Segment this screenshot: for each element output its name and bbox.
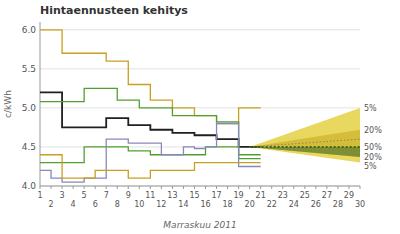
y-tick-label: 5.5: [22, 64, 36, 74]
x-tick: [95, 186, 96, 189]
plot-area: [40, 30, 360, 182]
x-tick: [84, 186, 85, 189]
x-tick: [51, 186, 52, 189]
x-tick: [337, 186, 338, 189]
fan-label: 20%: [364, 153, 382, 162]
x-tick-label: 13: [167, 191, 177, 200]
x-tick-label: 21: [256, 191, 266, 200]
x-tick-label: 26: [311, 200, 321, 209]
x-tick-label: 28: [333, 200, 343, 209]
x-tick-label: 17: [211, 191, 221, 200]
x-tick-label: 4: [71, 200, 76, 209]
x-tick: [360, 186, 361, 189]
fan-band: [250, 147, 360, 157]
x-tick-label: 2: [48, 200, 53, 209]
x-tick: [183, 186, 184, 189]
x-tick-label: 6: [93, 200, 98, 209]
grid-line: [40, 29, 360, 30]
title: Hintaennusteen kehitys: [40, 4, 188, 17]
fan-label: 5%: [364, 104, 377, 113]
series-line: [40, 88, 261, 154]
series-line: [40, 155, 261, 178]
x-tick: [106, 186, 107, 189]
x-tick: [326, 186, 327, 189]
x-tick-label: 9: [126, 191, 131, 200]
x-tick-label: 23: [278, 191, 288, 200]
x-tick: [205, 186, 206, 189]
x-tick: [216, 186, 217, 189]
series-line: [40, 92, 261, 147]
y-tick-label: 4.5: [22, 142, 36, 152]
x-axis-line: [40, 186, 360, 187]
x-tick: [348, 186, 349, 189]
fan-label: 50%: [364, 143, 382, 152]
x-tick-label: 1: [37, 191, 42, 200]
chart: Hintaennusteen kehitys4.04.55.05.56.0123…: [0, 0, 400, 234]
x-tick-label: 14: [178, 200, 188, 209]
x-tick-label: 29: [344, 191, 354, 200]
x-tick-label: 12: [156, 200, 166, 209]
x-tick-label: 22: [267, 200, 277, 209]
x-tick-label: 20: [245, 200, 255, 209]
x-tick-label: 19: [234, 191, 244, 200]
y-axis-line: [40, 22, 41, 186]
x-tick: [293, 186, 294, 189]
x-tick-label: 15: [189, 191, 199, 200]
y-tick-label: 4.0: [22, 181, 37, 191]
x-tick-label: 27: [322, 191, 332, 200]
series-line: [40, 147, 261, 163]
x-tick: [62, 186, 63, 189]
x-tick: [150, 186, 151, 189]
x-tick-label: 10: [134, 200, 144, 209]
x-tick-label: 3: [60, 191, 65, 200]
grid-line: [40, 68, 360, 69]
x-tick: [172, 186, 173, 189]
x-tick: [117, 186, 118, 189]
x-tick: [260, 186, 261, 189]
x-tick: [282, 186, 283, 189]
y-axis-label: c/kWh: [3, 90, 13, 118]
fan-label: 20%: [364, 126, 382, 135]
dotted-line: [250, 139, 360, 147]
x-tick: [271, 186, 272, 189]
x-tick-label: 5: [82, 191, 87, 200]
series-line: [40, 30, 261, 124]
median-line: [250, 146, 360, 148]
x-tick: [161, 186, 162, 189]
x-tick: [238, 186, 239, 189]
fan-label: 5%: [364, 162, 377, 171]
x-tick: [73, 186, 74, 189]
x-tick: [227, 186, 228, 189]
dotted-line: [250, 147, 360, 152]
x-tick-label: 25: [300, 191, 310, 200]
x-tick-label: 16: [200, 200, 210, 209]
x-tick: [194, 186, 195, 189]
x-tick-label: 18: [222, 200, 232, 209]
x-tick-label: 8: [115, 200, 120, 209]
x-tick: [40, 186, 41, 189]
series-line: [40, 124, 261, 183]
x-tick-label: 7: [104, 191, 109, 200]
x-tick: [315, 186, 316, 189]
x-tick: [249, 186, 250, 189]
x-tick-label: 11: [145, 191, 155, 200]
x-tick: [128, 186, 129, 189]
x-axis-label: Marraskuu 2011: [163, 220, 236, 230]
grid-line: [40, 107, 360, 108]
y-tick-label: 5.0: [22, 103, 37, 113]
y-tick-label: 6.0: [22, 25, 37, 35]
fan-band: [250, 130, 360, 157]
x-tick: [139, 186, 140, 189]
x-tick-label: 30: [355, 200, 365, 209]
x-tick-label: 24: [289, 200, 299, 209]
grid-line: [40, 186, 360, 187]
fan-band: [250, 108, 360, 163]
grid: [40, 30, 360, 186]
x-tick: [304, 186, 305, 189]
